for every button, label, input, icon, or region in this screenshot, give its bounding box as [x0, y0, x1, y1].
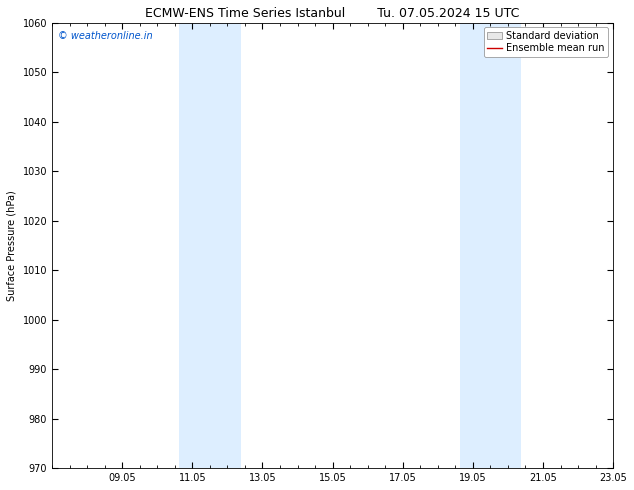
- Y-axis label: Surface Pressure (hPa): Surface Pressure (hPa): [7, 190, 17, 301]
- Legend: Standard deviation, Ensemble mean run: Standard deviation, Ensemble mean run: [484, 27, 608, 57]
- Bar: [179, 23, 240, 468]
- Bar: [460, 23, 521, 468]
- Title: ECMW-ENS Time Series Istanbul        Tu. 07.05.2024 15 UTC: ECMW-ENS Time Series Istanbul Tu. 07.05.…: [145, 7, 520, 20]
- Text: © weatheronline.in: © weatheronline.in: [58, 31, 152, 42]
